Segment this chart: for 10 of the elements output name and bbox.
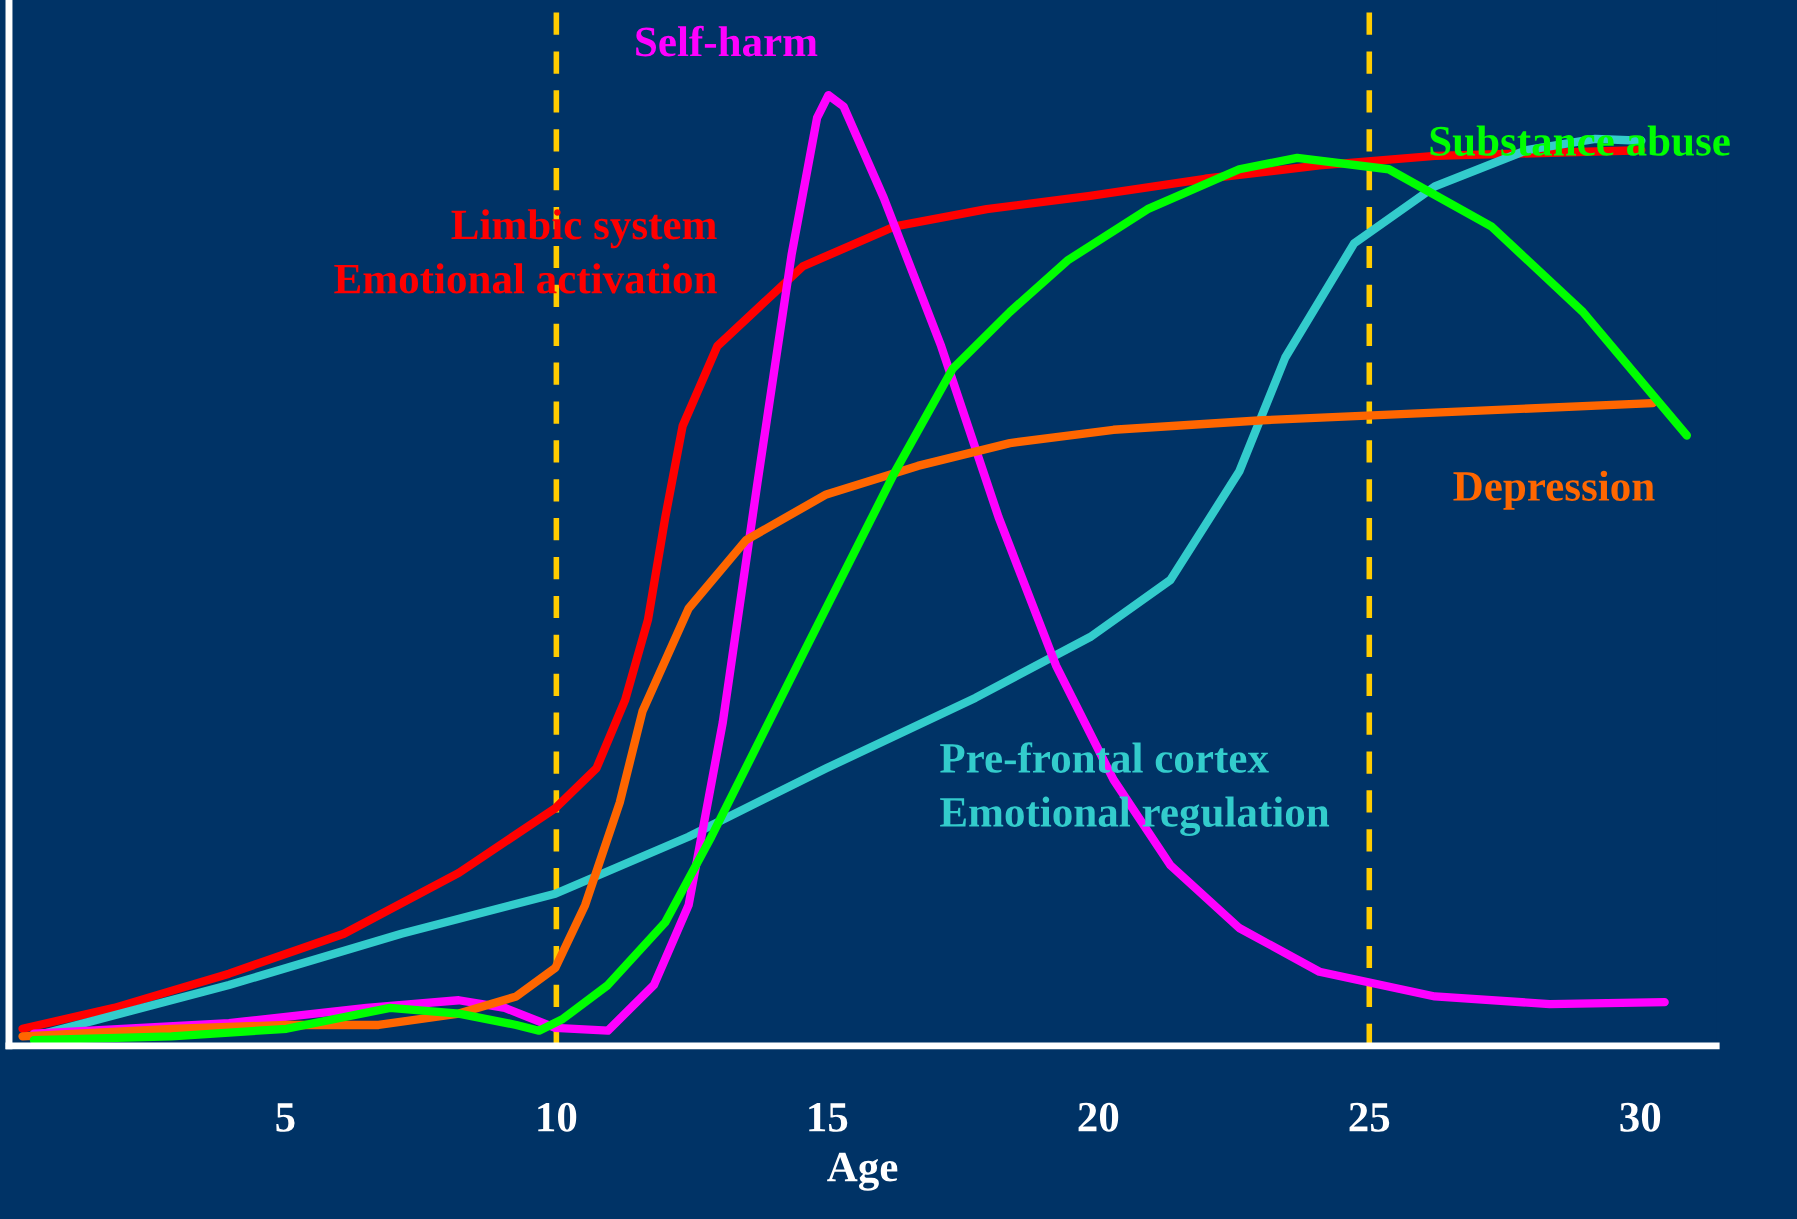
x-tick-label: 10 <box>538 1102 577 1132</box>
x-tick-label: 5 <box>276 1103 295 1132</box>
series-label: Self-harm <box>636 25 818 57</box>
series-label: Limbic system Emotional activation <box>334 209 717 294</box>
x-axis-title: Age <box>827 1152 898 1191</box>
x-tick-label: 20 <box>1078 1102 1119 1132</box>
x-tick-label: 25 <box>1349 1102 1390 1132</box>
series-label: Depression <box>1453 470 1655 510</box>
x-tick-label: 15 <box>809 1102 848 1132</box>
x-tick-label: 30 <box>1620 1102 1661 1132</box>
